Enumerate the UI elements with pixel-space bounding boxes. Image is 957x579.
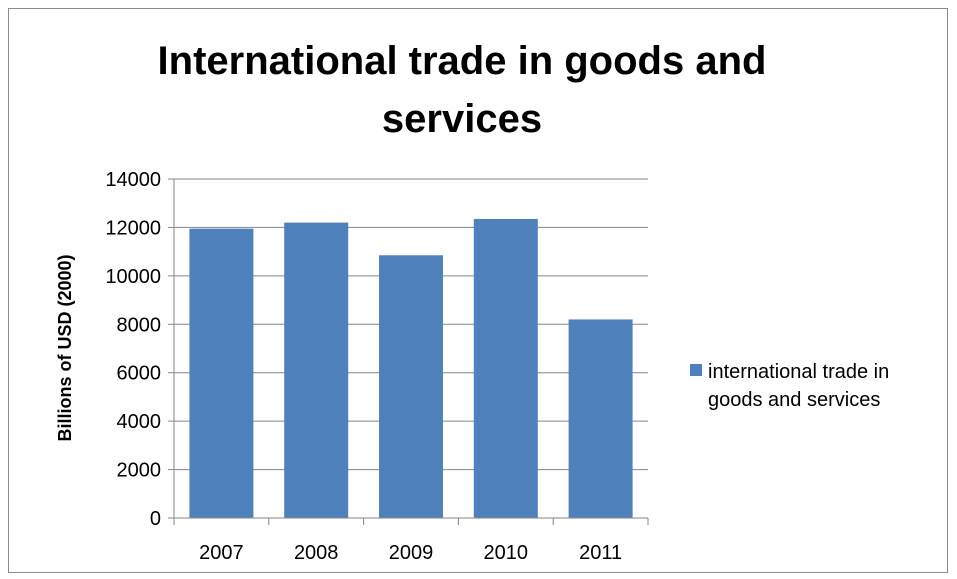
- x-tick-label-2007: 2007: [199, 542, 244, 564]
- chart-title-line-1: International trade in goods and: [157, 39, 767, 83]
- y-tick-label-5: 10000: [105, 266, 161, 288]
- x-tick-label-2010: 2010: [484, 542, 529, 564]
- y-axis-title: Billions of USD (2000): [55, 254, 75, 441]
- legend-swatch: [690, 364, 702, 376]
- legend-label: international trade in goods and service…: [708, 358, 948, 414]
- bar-2009: [379, 255, 443, 518]
- legend-label-line-1: international trade in: [708, 361, 890, 383]
- y-tick-label-1: 2000: [117, 460, 162, 482]
- y-tick-label-6: 12000: [105, 217, 161, 239]
- x-tick-label-2008: 2008: [294, 542, 339, 564]
- y-tick-label-2: 4000: [117, 411, 162, 433]
- chart-title: International trade in goods and service…: [0, 32, 924, 148]
- y-tick-label-7: 14000: [105, 169, 161, 191]
- chart-title-line-2: services: [381, 97, 543, 141]
- legend-label-line-2: goods and services: [708, 389, 881, 411]
- y-tick-label-3: 6000: [117, 363, 162, 385]
- y-tick-label-4: 8000: [117, 314, 162, 336]
- bar-2008: [284, 222, 349, 519]
- bar-2010: [473, 218, 538, 519]
- bar-2011: [568, 319, 633, 518]
- y-tick-label-0: 0: [150, 508, 161, 530]
- x-tick-label-2009: 2009: [389, 542, 434, 564]
- x-tick-label-2011: 2011: [579, 542, 622, 564]
- bar-2007: [189, 228, 254, 518]
